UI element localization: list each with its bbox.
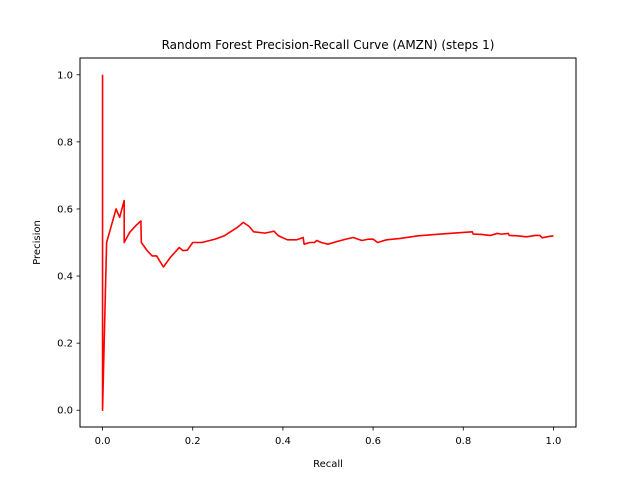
x-tick-label: 0.6 [365, 436, 381, 447]
y-tick-label: 0.0 [57, 406, 73, 417]
series-line-0 [101, 74, 554, 412]
x-tick-label: 1.0 [546, 436, 562, 447]
chart-title: Random Forest Precision-Recall Curve (AM… [162, 38, 495, 52]
x-tick-label: 0.8 [455, 436, 471, 447]
x-tick-label: 0.2 [185, 436, 201, 447]
y-tick-label: 1.0 [57, 70, 73, 81]
y-axis-label: Precision [32, 220, 43, 265]
x-axis-label: Recall [313, 459, 343, 470]
x-axis-ticks: 0.0 0.2 0.4 0.6 0.8 1.0 [95, 427, 562, 447]
series-layer [101, 74, 554, 412]
plot-area: 0.0 0.2 0.4 0.6 0.8 1.0 0.0 0.2 0.4 0.6 0.8 1.0 [57, 57, 577, 447]
y-tick-label: 0.4 [57, 272, 73, 283]
x-tick-label: 0.0 [95, 436, 111, 447]
y-axis-ticks: 0.0 0.2 0.4 0.6 0.8 1.0 [57, 70, 80, 417]
x-tick-label: 0.4 [275, 436, 291, 447]
y-tick-label: 0.6 [57, 204, 73, 215]
y-tick-label: 0.2 [57, 339, 73, 350]
axes-frame [79, 57, 577, 428]
y-tick-label: 0.8 [57, 137, 73, 148]
